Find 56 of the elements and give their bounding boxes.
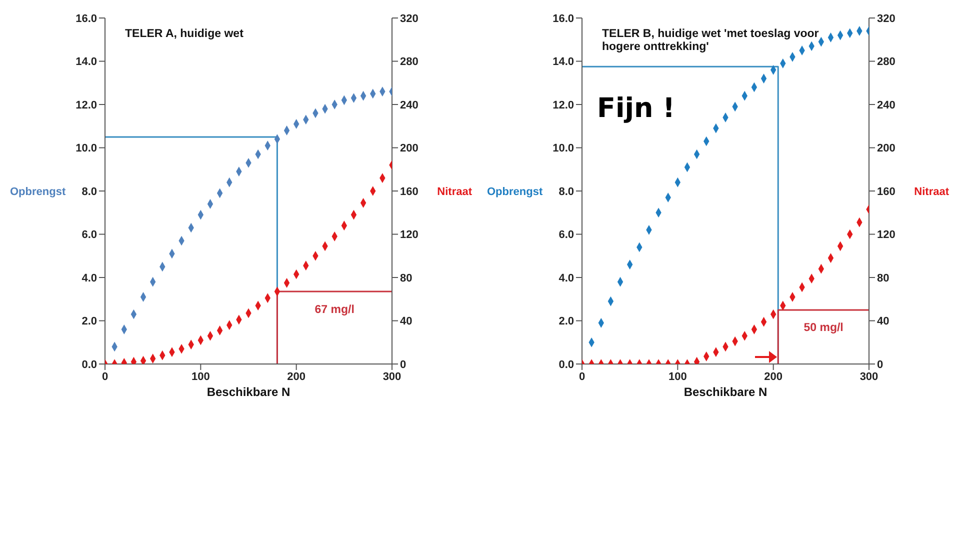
y-tick-label: 16.0 bbox=[76, 12, 97, 25]
y-tick-label: 10.0 bbox=[552, 142, 574, 155]
y-tick-label: 10.0 bbox=[76, 142, 97, 155]
x-tick-label: 0 bbox=[578, 370, 586, 383]
y-tick-label: 8.0 bbox=[558, 186, 574, 198]
y-tick-label: 12.0 bbox=[76, 99, 97, 112]
y-tick-label: 4.0 bbox=[558, 272, 574, 284]
y2-tick-label: 120 bbox=[877, 229, 896, 242]
y2-tick-label: 0 bbox=[400, 358, 406, 371]
x-tick-label: 300 bbox=[860, 370, 878, 383]
y2-tick-label: 120 bbox=[400, 229, 418, 242]
y-axis-title: Opbrengst bbox=[487, 186, 543, 198]
y-tick-label: 16.0 bbox=[552, 12, 574, 25]
y-tick-label: 14.0 bbox=[76, 56, 97, 68]
y2-tick-label: 0 bbox=[877, 358, 884, 371]
text: TELER A, huidige wet bbox=[125, 28, 244, 41]
annotation: Fijn ! bbox=[597, 93, 675, 124]
y2-axis-title: Nitraat bbox=[437, 186, 472, 198]
y2-tick-label: 80 bbox=[877, 272, 890, 284]
text: TELER B, huidige wet 'met toeslag voor hogere onttrekking' bbox=[602, 28, 820, 54]
y-tick-label: 2.0 bbox=[558, 316, 574, 328]
x-axis-title: Beschikbare N bbox=[684, 385, 768, 399]
y-tick-label: 2.0 bbox=[82, 316, 97, 328]
y-tick-label: 6.0 bbox=[558, 229, 574, 242]
point bbox=[140, 356, 146, 364]
x-tick-label: 0 bbox=[102, 370, 108, 383]
y-tick-label: 4.0 bbox=[82, 272, 97, 284]
y-tick-label: 0.0 bbox=[558, 358, 574, 371]
annotation: 50 mg/l bbox=[804, 322, 844, 334]
y-tick-label: 12.0 bbox=[552, 99, 574, 112]
y2-tick-label: 320 bbox=[877, 12, 896, 25]
y-axis-title: Opbrengst bbox=[10, 186, 66, 198]
y2-tick-label: 240 bbox=[400, 99, 418, 112]
annotation: 67 mg/l bbox=[314, 304, 354, 316]
y2-tick-label: 200 bbox=[400, 142, 418, 155]
y-tick-label: 0.0 bbox=[82, 358, 97, 371]
y2-tick-label: 240 bbox=[877, 99, 896, 112]
y2-tick-label: 160 bbox=[877, 186, 896, 198]
x-tick-label: 200 bbox=[287, 370, 306, 383]
y-tick-label: 6.0 bbox=[82, 229, 97, 242]
y2-tick-label: 160 bbox=[400, 186, 418, 198]
y2-tick-label: 280 bbox=[400, 56, 418, 68]
y2-tick-label: 40 bbox=[400, 316, 412, 328]
y2-axis-title: Nitraat bbox=[914, 186, 950, 198]
x-axis-title: Beschikbare N bbox=[206, 385, 290, 399]
y2-tick-label: 200 bbox=[877, 142, 896, 155]
y2-tick-label: 40 bbox=[877, 316, 890, 328]
x-tick-label: 100 bbox=[191, 370, 210, 383]
y-tick-label: 8.0 bbox=[82, 186, 97, 198]
y2-tick-label: 280 bbox=[877, 56, 896, 68]
x-tick-label: 200 bbox=[764, 370, 783, 383]
y2-tick-label: 80 bbox=[400, 272, 412, 284]
y-tick-label: 14.0 bbox=[552, 56, 574, 68]
y2-tick-label: 320 bbox=[400, 12, 418, 25]
x-tick-label: 100 bbox=[668, 370, 687, 383]
x-tick-label: 300 bbox=[382, 370, 402, 383]
